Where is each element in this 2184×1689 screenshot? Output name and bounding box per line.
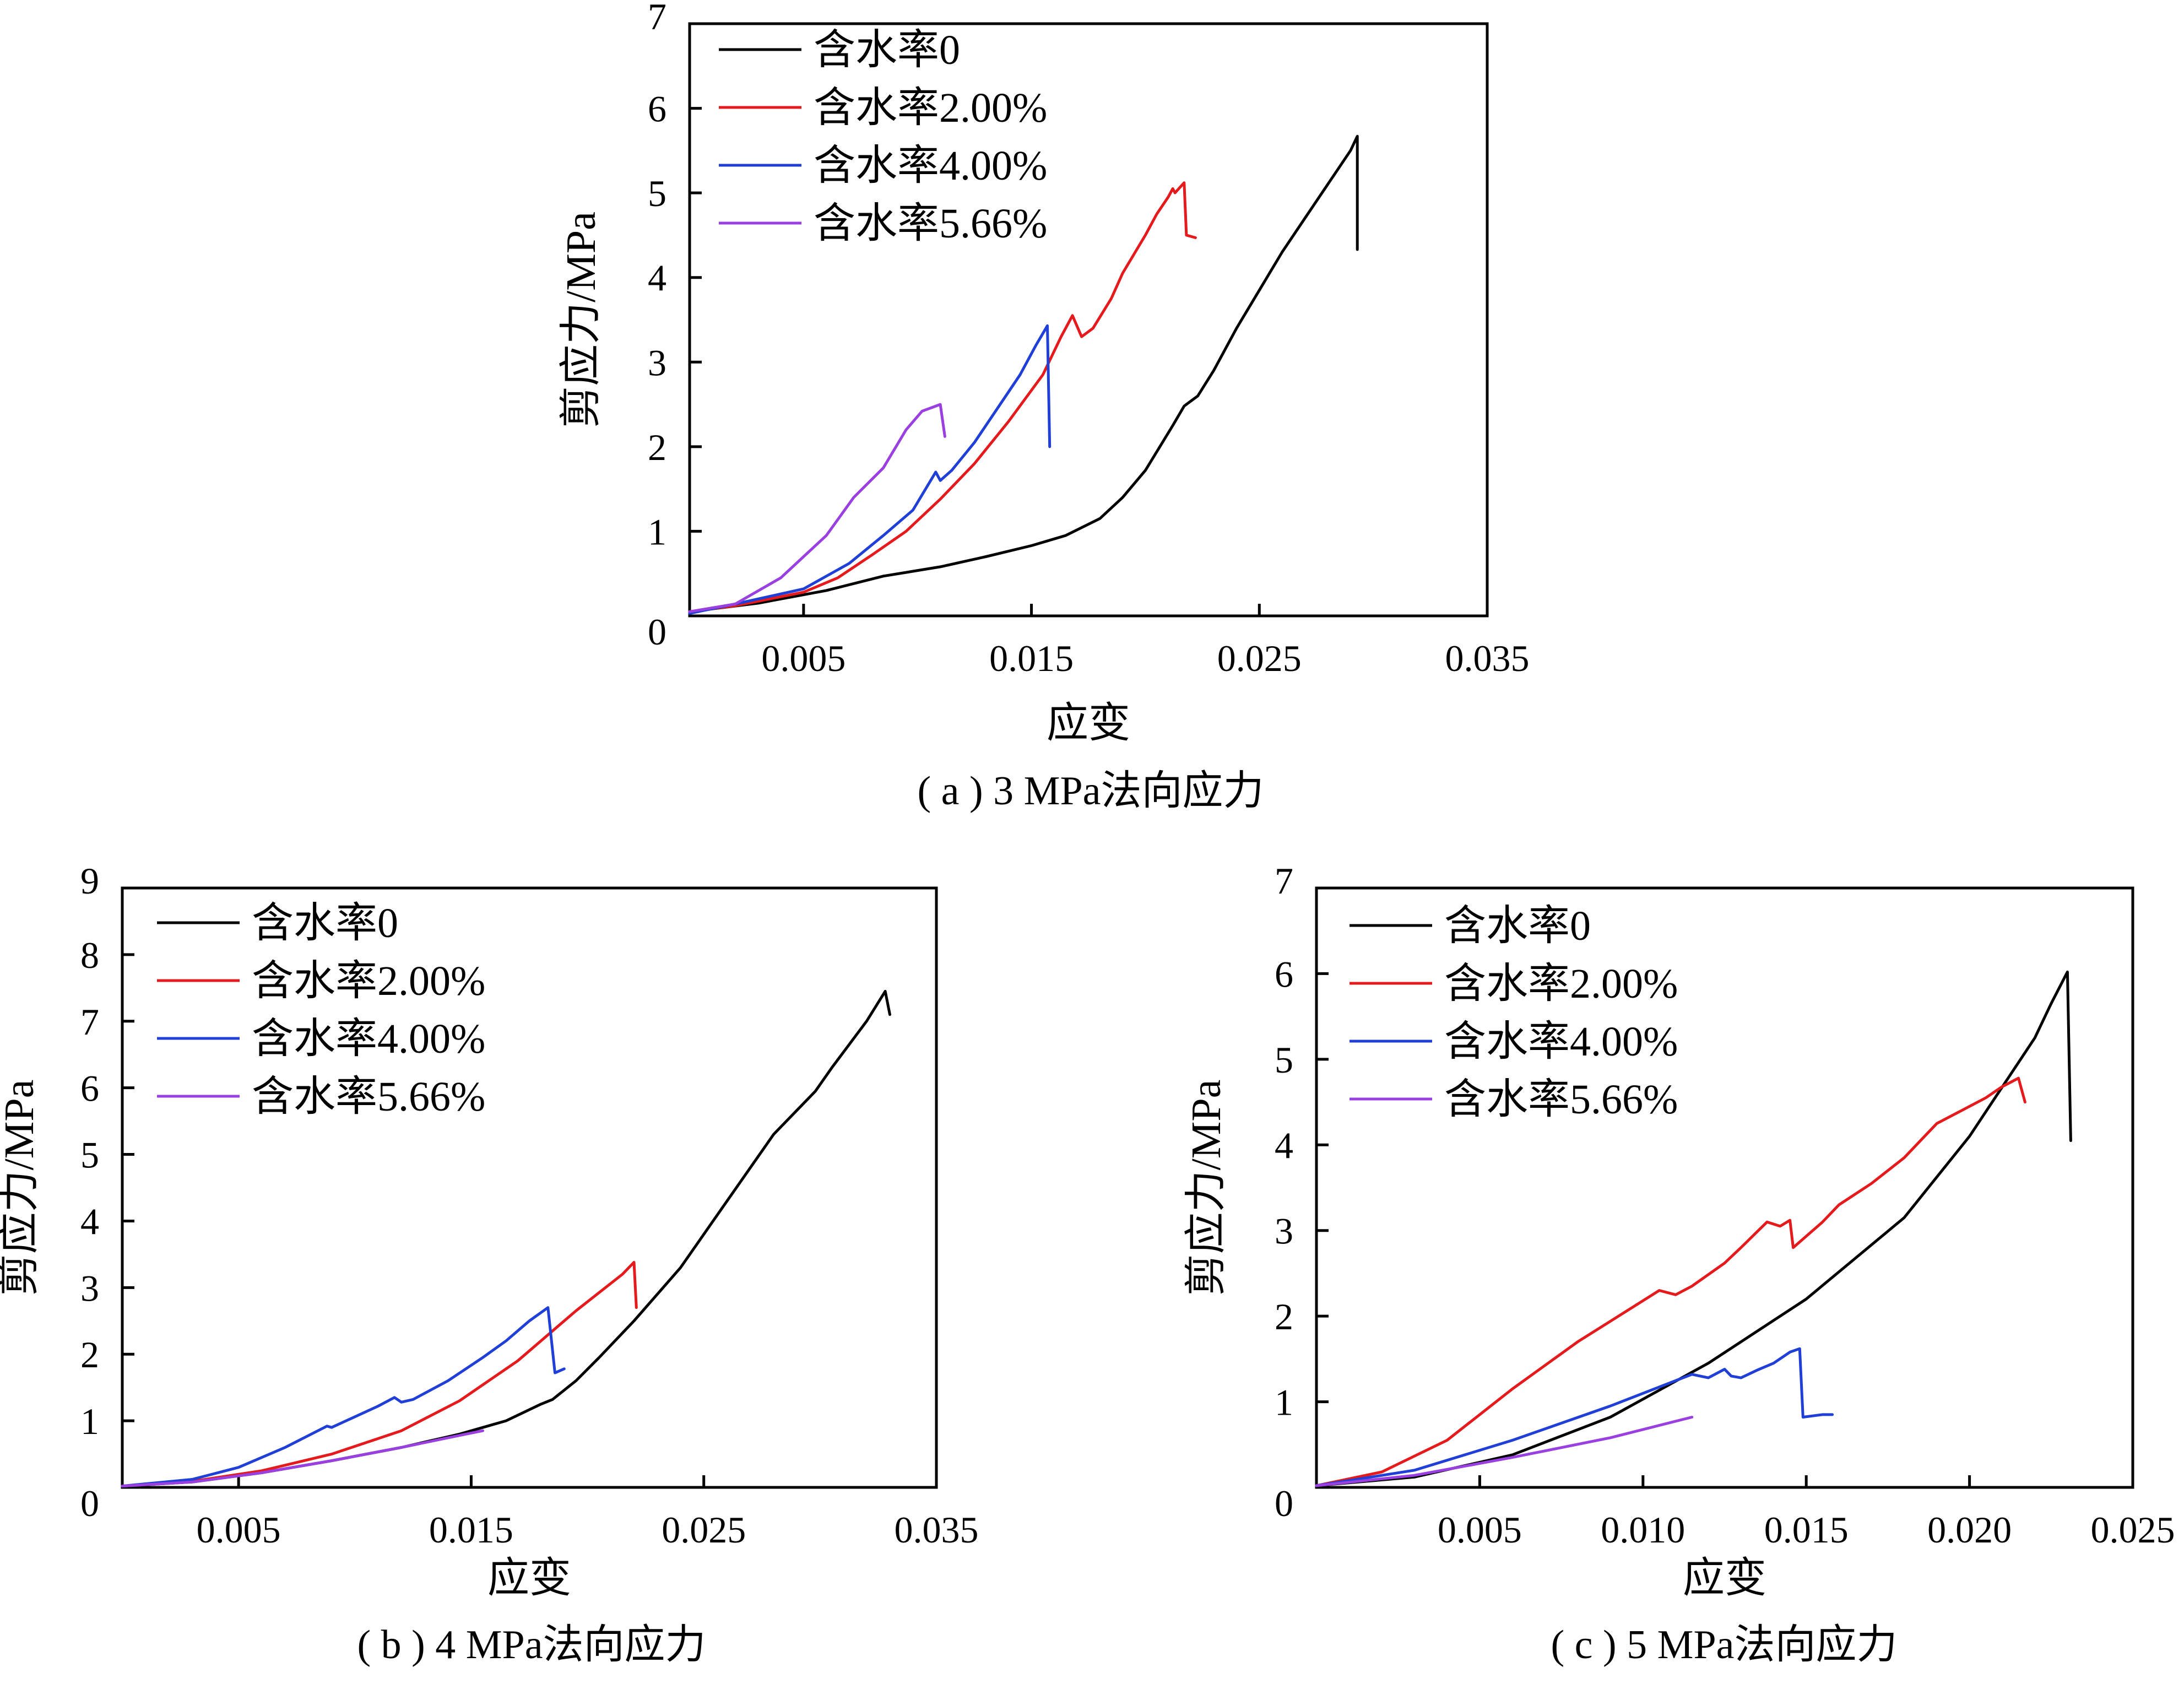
legend-label: 含水率5.66% — [1444, 1076, 1678, 1123]
x-tick-label: 0.020 — [1927, 1509, 2012, 1551]
legend-label: 含水率5.66% — [814, 201, 1047, 247]
y-tick-label: 6 — [1275, 953, 1293, 995]
y-tick-label: 4 — [648, 257, 666, 299]
chart-panel: 0 1 2 3 4 5 6 7 8 9 0.005 0.015 0.025 0.035 应变 剪应力/MPa 含… — [0, 860, 979, 1668]
series-line — [688, 181, 1197, 613]
series-line — [121, 1306, 566, 1488]
y-tick-label: 6 — [80, 1068, 99, 1109]
legend-label: 含水率2.00% — [1444, 961, 1678, 1007]
series-line — [121, 1429, 484, 1488]
y-tick-label: 3 — [1275, 1210, 1293, 1252]
legend-label: 含水率4.00% — [814, 143, 1047, 189]
x-tick-label: 0.015 — [1764, 1509, 1849, 1551]
y-axis-label: 剪应力/MPa — [558, 212, 604, 428]
x-axis-label: 应变 — [487, 1555, 571, 1601]
y-tick-label: 9 — [80, 860, 99, 902]
x-tick-label: 0.005 — [761, 637, 846, 679]
y-tick-label: 0 — [1275, 1482, 1293, 1524]
series-line — [121, 989, 891, 1488]
y-tick-label: 7 — [80, 1001, 99, 1043]
x-tick-label: 0.035 — [895, 1509, 979, 1551]
legend: 含水率0 含水率2.00% 含水率4.00% 含水率5.66% — [1350, 903, 1678, 1123]
x-tick-label: 0.025 — [662, 1509, 746, 1551]
y-tick-label: 4 — [1275, 1124, 1293, 1166]
y-tick-label: 2 — [1275, 1296, 1293, 1338]
legend-label: 含水率4.00% — [252, 1016, 485, 1062]
plot-frame — [688, 22, 1489, 618]
x-tick-label: 0.010 — [1601, 1509, 1685, 1551]
y-tick-label: 3 — [648, 342, 666, 383]
x-tick-label: 0.015 — [989, 637, 1074, 679]
y-tick-label: 7 — [648, 0, 666, 37]
series-line — [688, 324, 1052, 615]
y-tick-label: 5 — [648, 172, 666, 214]
series-line — [121, 1260, 638, 1488]
y-tick-label: 2 — [80, 1334, 99, 1376]
y-tick-label: 1 — [1275, 1382, 1293, 1423]
y-tick-label: 0 — [648, 611, 666, 653]
chart-panel: 0 1 2 3 4 5 6 7 0.005 0.015 0.025 0.035 应变 剪应力/MPa 含水率… — [558, 0, 1530, 814]
x-tick-label: 0.025 — [2091, 1509, 2175, 1551]
y-tick-label: 5 — [80, 1134, 99, 1176]
y-tick-label: 1 — [648, 511, 666, 553]
legend-label: 含水率5.66% — [252, 1074, 485, 1120]
y-tick-label: 6 — [648, 88, 666, 130]
legend-label: 含水率0 — [1444, 903, 1591, 949]
x-axis-label: 应变 — [1047, 700, 1130, 746]
y-tick-label: 2 — [648, 426, 666, 468]
x-tick-label: 0.015 — [429, 1509, 513, 1551]
x-tick-label: 0.005 — [197, 1509, 281, 1551]
legend-label: 含水率2.00% — [814, 85, 1047, 131]
x-tick-label: 0.035 — [1445, 637, 1530, 679]
y-tick-label: 8 — [80, 934, 99, 976]
chart-caption: ( c ) 5 MPa法向应力 — [1551, 1622, 1898, 1668]
y-tick-label: 7 — [1275, 860, 1293, 902]
x-axis-label: 应变 — [1683, 1555, 1766, 1601]
y-axis-label: 剪应力/MPa — [0, 1080, 42, 1296]
y-tick-label: 3 — [80, 1267, 99, 1309]
legend: 含水率0 含水率2.00% 含水率4.00% 含水率5.66% — [719, 27, 1047, 247]
chart-caption: ( a ) 3 MPa法向应力 — [918, 768, 1264, 814]
y-tick-label: 1 — [80, 1400, 99, 1442]
y-axis-label: 剪应力/MPa — [1183, 1080, 1229, 1296]
y-tick-label: 5 — [1275, 1039, 1293, 1081]
series-line — [1315, 1076, 2026, 1487]
series-line — [688, 134, 1359, 613]
legend-label: 含水率0 — [814, 27, 960, 73]
y-tick-label: 0 — [80, 1482, 99, 1524]
legend-label: 含水率2.00% — [252, 958, 485, 1004]
chart-caption: ( b ) 4 MPa法向应力 — [357, 1622, 706, 1668]
series-line — [1315, 1347, 1834, 1487]
x-tick-label: 0.025 — [1217, 637, 1302, 679]
x-tick-label: 0.005 — [1438, 1509, 1522, 1551]
series-line — [1315, 970, 2072, 1487]
legend-label: 含水率0 — [252, 900, 398, 946]
series-line — [688, 403, 946, 613]
plot-frame — [121, 886, 938, 1489]
series-line — [1315, 1416, 1694, 1487]
legend: 含水率0 含水率2.00% 含水率4.00% 含水率5.66% — [157, 900, 485, 1120]
legend-label: 含水率4.00% — [1444, 1019, 1678, 1065]
plot-frame — [1315, 886, 2134, 1489]
y-tick-label: 4 — [80, 1200, 99, 1242]
chart-panel: 0 1 2 3 4 5 6 7 0.005 0.010 0.015 0.020 0.025 应变 剪应力/M… — [1183, 860, 2175, 1668]
